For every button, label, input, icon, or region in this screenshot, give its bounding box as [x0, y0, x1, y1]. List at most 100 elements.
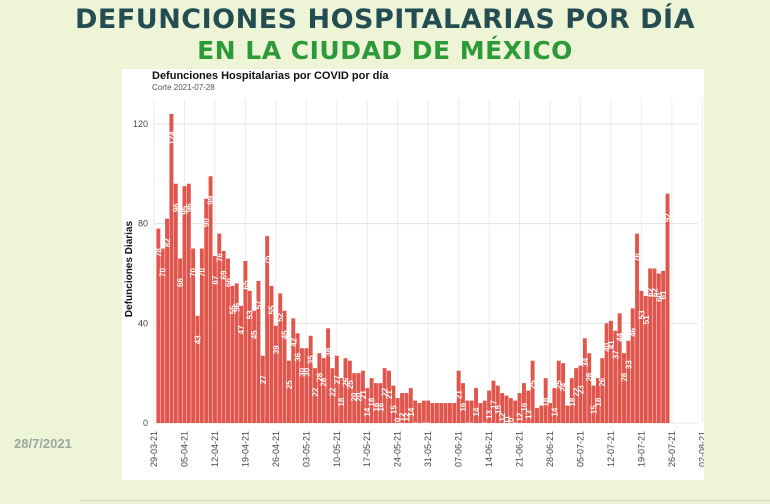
bar	[239, 305, 243, 423]
bar-label: 8	[437, 424, 446, 429]
bar	[178, 258, 183, 423]
bar-label: 12	[402, 412, 411, 421]
bar	[461, 383, 465, 423]
bar-label: 10	[507, 417, 516, 426]
bar-label: 18	[568, 397, 577, 406]
bar	[609, 320, 613, 423]
bar	[626, 340, 631, 423]
bar	[530, 360, 535, 423]
bar	[334, 355, 339, 423]
bar-label: 26	[320, 377, 329, 386]
bar-label: 9	[511, 422, 520, 427]
x-tick-label: 21-06-21	[515, 431, 525, 467]
bar	[639, 290, 644, 423]
bar	[243, 261, 248, 423]
bar	[417, 403, 422, 423]
bar	[265, 236, 270, 423]
bar-label: 55	[268, 305, 277, 314]
bar	[260, 355, 265, 423]
bar-label: 8	[429, 424, 438, 429]
x-tick-label: 02-08-21	[697, 431, 704, 467]
bar-label: 70	[189, 268, 198, 277]
bar-label: 14	[550, 407, 559, 416]
bar-label: 17	[489, 400, 498, 409]
bar	[230, 285, 235, 423]
bar-label: 27	[333, 375, 342, 384]
bar	[543, 378, 548, 423]
bar-label: 69	[220, 270, 229, 279]
x-tick-label: 05-07-21	[575, 431, 585, 467]
bar-label: 30	[298, 367, 307, 376]
bar	[652, 268, 657, 423]
bar	[199, 248, 204, 423]
bar	[269, 285, 274, 423]
bar-label: 37	[611, 350, 620, 359]
bar	[282, 310, 287, 423]
x-tick-labels: 29-03-21 05-04-21 12-04-21 19-04-21 26-04-21…	[149, 431, 704, 467]
bar-label: 62	[646, 287, 655, 296]
bar	[173, 183, 178, 423]
bar	[526, 390, 531, 423]
bar-label: 53	[637, 310, 646, 319]
bar	[352, 373, 357, 423]
bar	[208, 176, 213, 423]
divider	[80, 500, 770, 501]
bar	[343, 358, 348, 423]
y-tick-label: 40	[138, 318, 148, 328]
bar-label: 124	[167, 131, 176, 145]
x-tick-label: 26-04-21	[271, 431, 281, 467]
bar-label: 57	[254, 300, 263, 309]
chart-subtitle: Corte 2021-07-28	[152, 83, 215, 92]
bar-label: 18	[594, 397, 603, 406]
bar	[391, 385, 396, 423]
bar-label: 60	[655, 292, 664, 301]
bar	[617, 313, 622, 423]
bar-label: 66	[176, 278, 185, 287]
bar	[643, 295, 648, 423]
bar	[169, 113, 174, 423]
bar	[273, 325, 278, 423]
bar	[665, 193, 670, 423]
bar-label: 9	[411, 422, 420, 427]
bar-label: 95	[180, 205, 189, 214]
bar	[469, 400, 474, 423]
bar-label: 28	[585, 372, 594, 381]
bar	[217, 233, 222, 423]
bar-label: 30	[302, 367, 311, 376]
bar	[360, 370, 365, 423]
bar-label: 16	[376, 402, 385, 411]
bar	[182, 186, 187, 423]
bar-label: 25	[346, 380, 355, 389]
bar	[508, 398, 513, 423]
bar-label: 7	[537, 427, 546, 432]
bar-label: 13	[524, 410, 533, 419]
bar	[317, 353, 322, 423]
bar-label: 26	[341, 377, 350, 386]
bar-label: 20	[350, 392, 359, 401]
bar	[548, 403, 552, 423]
bar	[439, 403, 444, 423]
bar	[482, 400, 487, 423]
bar-label: 16	[372, 402, 381, 411]
bar-label: 18	[542, 397, 551, 406]
bar	[456, 370, 461, 423]
bar-label: 27	[259, 375, 268, 384]
bar	[656, 273, 661, 423]
bar	[339, 378, 344, 423]
bar-label: 8	[476, 424, 485, 429]
x-tick-label: 29-03-21	[149, 431, 159, 467]
bar-label: 66	[224, 278, 233, 287]
bar-label: 76	[633, 253, 642, 262]
bar-label: 8	[450, 424, 459, 429]
bar-label: 9	[420, 422, 429, 427]
bar	[447, 403, 452, 423]
bar-label: 9	[468, 422, 477, 427]
x-tick-label: 05-04-21	[179, 431, 189, 467]
chart-panel: Defunciones Hospitalarias por COVID por …	[122, 69, 704, 480]
bar	[212, 256, 217, 423]
bar-label: 25	[529, 380, 538, 389]
bar	[569, 378, 574, 423]
bar	[426, 400, 431, 423]
bar	[421, 400, 426, 423]
grid-lines	[153, 99, 703, 424]
